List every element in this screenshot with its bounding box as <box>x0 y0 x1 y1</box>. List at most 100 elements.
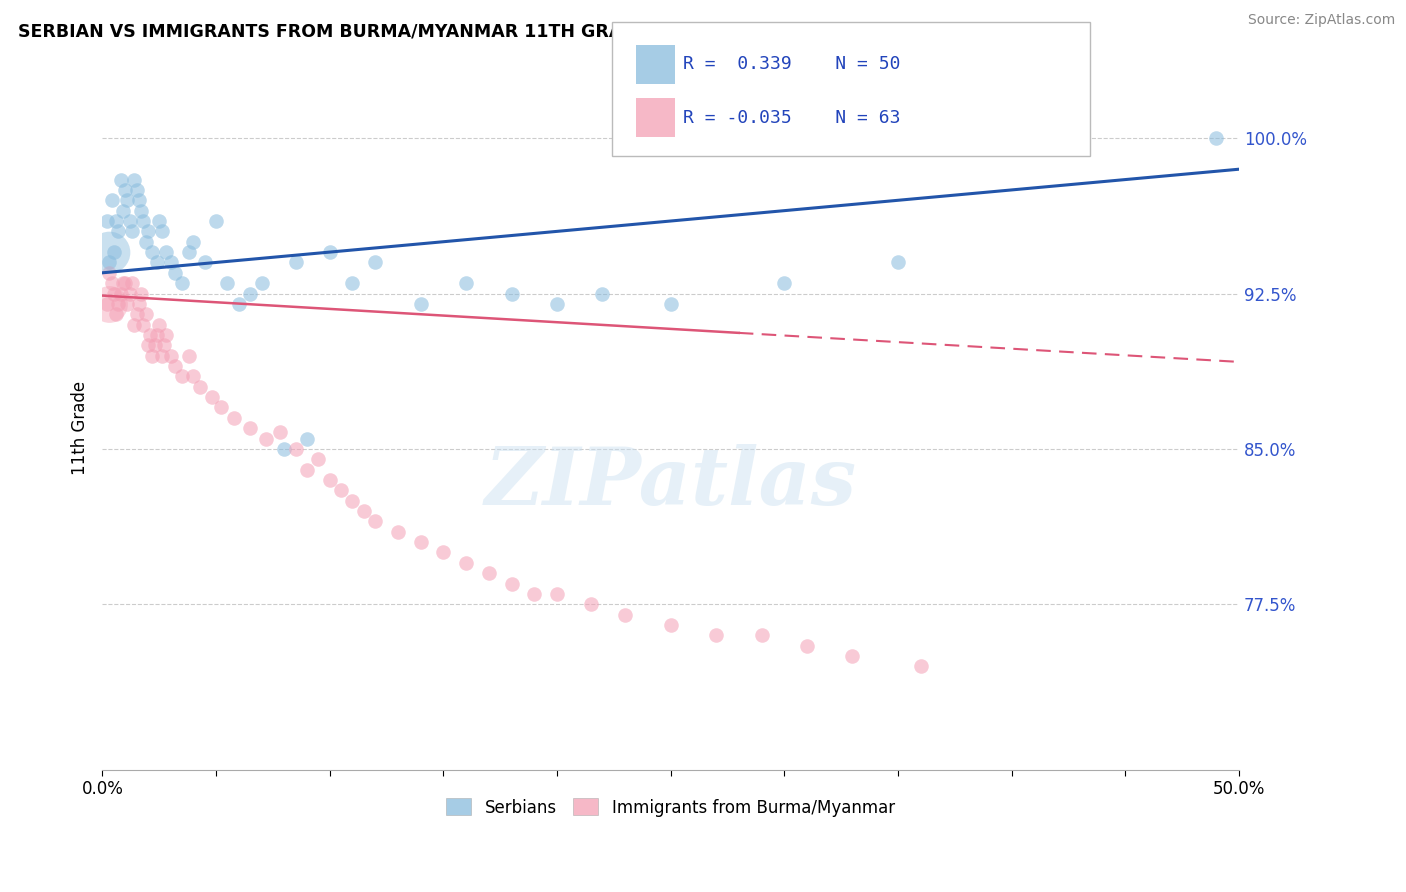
Point <box>128 194 150 208</box>
Point <box>103 286 125 301</box>
Point <box>364 255 387 269</box>
Point <box>150 224 173 238</box>
Point <box>239 421 262 435</box>
Point <box>209 401 232 415</box>
Point <box>353 504 375 518</box>
Text: ZIPatlas: ZIPatlas <box>485 444 856 522</box>
Point <box>136 224 159 238</box>
Point <box>183 235 205 249</box>
Point <box>409 297 432 311</box>
Y-axis label: 11th Grade: 11th Grade <box>72 381 89 475</box>
Point <box>1205 131 1227 145</box>
Point <box>135 235 157 249</box>
Point <box>98 297 121 311</box>
Point <box>591 286 613 301</box>
Point <box>318 473 340 487</box>
Point <box>342 493 364 508</box>
Point <box>887 255 910 269</box>
Text: SERBIAN VS IMMIGRANTS FROM BURMA/MYANMAR 11TH GRADE CORRELATION CHART: SERBIAN VS IMMIGRANTS FROM BURMA/MYANMAR… <box>18 22 863 40</box>
Point <box>432 545 454 559</box>
Point <box>125 307 148 321</box>
Point <box>141 349 163 363</box>
Point <box>146 328 169 343</box>
Point <box>155 328 177 343</box>
Point <box>387 524 409 539</box>
Point <box>342 276 364 290</box>
Point <box>188 380 211 394</box>
Point <box>117 297 139 311</box>
Point <box>139 328 162 343</box>
Legend: Serbians, Immigrants from Burma/Myanmar: Serbians, Immigrants from Burma/Myanmar <box>440 792 901 823</box>
Point <box>239 286 262 301</box>
Point <box>125 183 148 197</box>
Point <box>546 297 568 311</box>
Point <box>228 297 250 311</box>
Point <box>165 266 187 280</box>
Point <box>659 618 682 632</box>
Point <box>159 255 181 269</box>
Point <box>254 432 277 446</box>
Point <box>751 628 773 642</box>
Point <box>132 318 155 332</box>
Point <box>98 266 121 280</box>
Point <box>841 648 863 663</box>
Point <box>273 442 295 456</box>
Point <box>105 307 128 321</box>
Point <box>910 659 932 673</box>
Point <box>183 369 205 384</box>
Point <box>284 442 307 456</box>
Point <box>284 255 307 269</box>
Point <box>103 245 125 260</box>
Point <box>136 338 159 352</box>
Point <box>148 214 170 228</box>
Point <box>114 276 136 290</box>
Point <box>117 194 139 208</box>
Point <box>111 276 134 290</box>
Point <box>177 245 200 260</box>
Point <box>107 224 129 238</box>
Point <box>501 576 523 591</box>
Point <box>796 639 818 653</box>
Point <box>177 349 200 363</box>
Point <box>409 535 432 549</box>
Point <box>224 410 246 425</box>
Point <box>141 245 163 260</box>
Point <box>96 297 118 311</box>
Point <box>269 425 291 440</box>
Point <box>98 245 121 260</box>
Point <box>159 349 181 363</box>
Point <box>478 566 501 581</box>
Point <box>114 183 136 197</box>
Point <box>217 276 239 290</box>
Text: Source: ZipAtlas.com: Source: ZipAtlas.com <box>1247 13 1395 28</box>
Point <box>100 276 122 290</box>
Point <box>295 462 318 476</box>
Point <box>250 276 273 290</box>
Point <box>773 276 796 290</box>
Point <box>107 297 129 311</box>
Point <box>146 255 169 269</box>
Point <box>454 276 477 290</box>
Point <box>118 286 141 301</box>
Point <box>364 515 387 529</box>
Point <box>121 224 143 238</box>
Point <box>200 390 222 404</box>
Point <box>143 338 166 352</box>
Point <box>330 483 353 498</box>
Point <box>205 214 228 228</box>
Point <box>110 286 132 301</box>
Point <box>129 286 152 301</box>
Point <box>111 203 134 218</box>
Point <box>122 318 145 332</box>
Point <box>546 587 568 601</box>
Point <box>614 607 637 622</box>
Point <box>501 286 523 301</box>
Point <box>122 172 145 186</box>
Point <box>118 214 141 228</box>
Point <box>110 172 132 186</box>
Point <box>128 297 150 311</box>
Point <box>152 338 174 352</box>
Point <box>318 245 340 260</box>
Text: R =  0.339    N = 50: R = 0.339 N = 50 <box>683 55 901 73</box>
Point <box>704 628 727 642</box>
